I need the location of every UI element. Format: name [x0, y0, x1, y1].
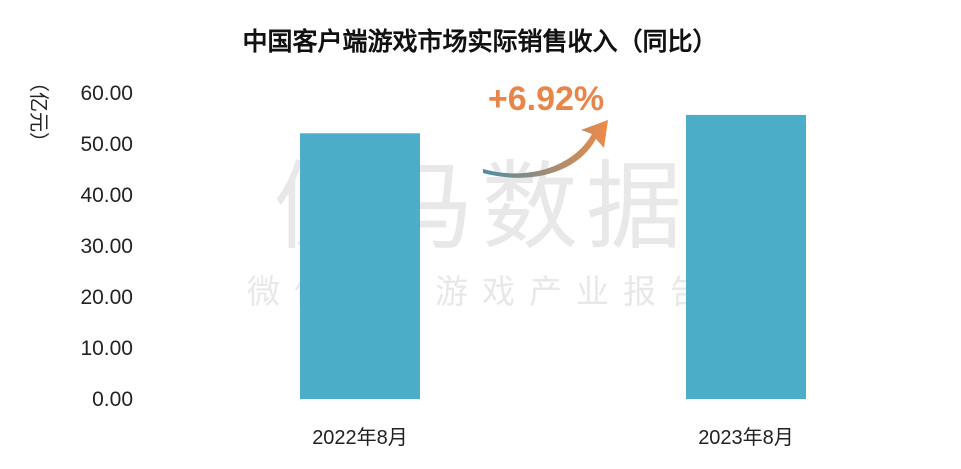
chart-title: 中国客户端游戏市场实际销售收入（同比）: [242, 27, 717, 56]
y-tick-label: 30.00: [80, 235, 133, 258]
growth-annotation: +6.92%: [488, 80, 604, 118]
y-tick-label: 0.00: [92, 388, 133, 411]
bars: [300, 114, 806, 400]
category-label: 2022年8月: [312, 426, 408, 449]
bar: [686, 114, 806, 400]
y-tick-label: 10.00: [80, 337, 133, 360]
y-tick-label: 40.00: [80, 184, 133, 207]
category-labels: 2022年8月 2023年8月: [312, 426, 794, 449]
bar: [300, 133, 420, 400]
y-tick-label: 60.00: [80, 82, 133, 105]
y-axis-label: （亿元）: [27, 72, 51, 152]
y-tick-labels: 0.00 10.00 20.00 30.00 40.00 50.00 60.00: [80, 82, 133, 411]
category-label: 2023年8月: [698, 426, 794, 449]
growth-arrow-icon: [483, 120, 608, 178]
y-tick-label: 50.00: [80, 133, 133, 156]
y-tick-label: 20.00: [80, 286, 133, 309]
